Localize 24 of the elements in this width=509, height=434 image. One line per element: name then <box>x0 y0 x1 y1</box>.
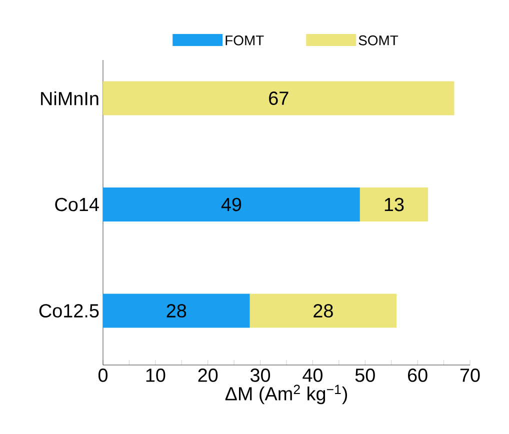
x-tick-label: 30 <box>250 368 270 382</box>
y-tick-label: Co14 <box>55 198 99 212</box>
data-label: 28 <box>314 304 333 318</box>
x-tick-label: 0 <box>98 368 108 382</box>
y-tick-label: NiMnIn <box>41 91 98 106</box>
data-label: 49 <box>221 198 242 212</box>
bar <box>103 294 250 328</box>
data-label: 28 <box>166 304 186 318</box>
bar <box>360 188 428 222</box>
x-tick-label: 70 <box>460 368 480 382</box>
legend-label: FOMT <box>226 35 264 46</box>
data-label: 13 <box>384 198 404 212</box>
x-tick-label: 20 <box>198 368 218 382</box>
data-label: 67 <box>269 92 288 105</box>
x-tick-label: 40 <box>302 368 322 382</box>
bar <box>250 294 397 328</box>
y-tick-label: Co12.5 <box>39 304 99 318</box>
x-tick-label: 50 <box>355 368 375 382</box>
bar <box>103 81 454 116</box>
legend-label: SOMT <box>358 35 398 46</box>
x-tick-label: 60 <box>408 368 428 382</box>
x-axis-title: ΔM (Am$^{2}$ kg$^{−1}$) <box>225 384 348 404</box>
bar <box>103 188 360 222</box>
x-tick-label: 10 <box>146 368 166 382</box>
